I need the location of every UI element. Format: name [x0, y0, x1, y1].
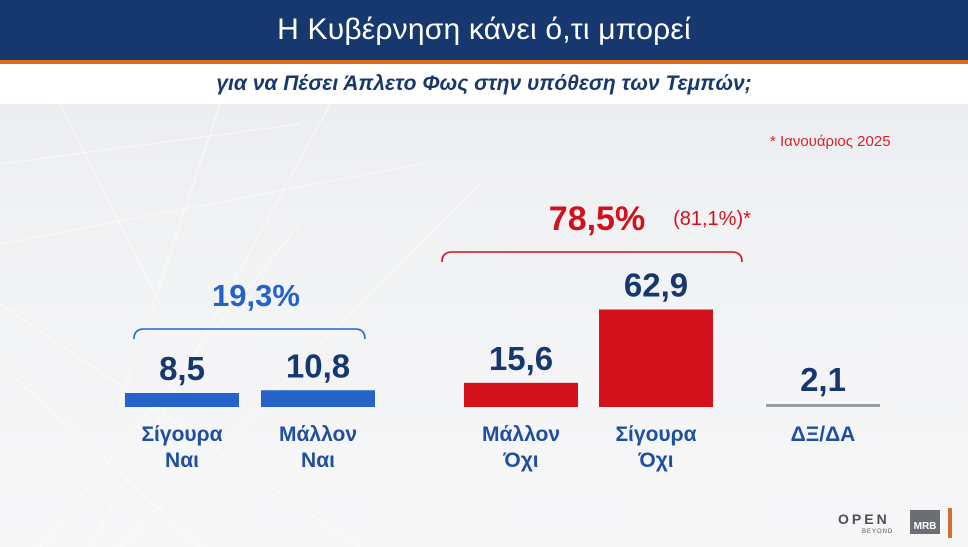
category-label-2-1: Όχι: [502, 449, 538, 472]
bar-0: [125, 393, 239, 407]
category-label-4-0: ΔΞ/ΔΑ: [791, 423, 856, 446]
category-label-0-0: Σίγουρα: [141, 423, 222, 446]
value-label-0: 8,5: [159, 350, 205, 387]
bar-3: [599, 309, 713, 407]
bar-2: [464, 382, 578, 407]
category-label-1-0: Μάλλον: [279, 423, 357, 446]
background-pattern: [0, 104, 481, 547]
category-label-3-1: Όχι: [637, 449, 673, 472]
date-note: * Ιανουάριος 2025: [770, 133, 891, 150]
bracket-no-group: [441, 251, 743, 263]
value-label-1: 10,8: [286, 347, 350, 384]
value-label-3: 62,9: [624, 267, 688, 304]
chart-subtitle: για να Πέσει Άπλετο Φως στην υπόθεση των…: [216, 72, 752, 95]
group-total-yes: 19,3%: [212, 278, 300, 313]
group-total-no: 78,5%: [549, 200, 645, 238]
value-label-2: 15,6: [489, 340, 553, 377]
value-label-4: 2,1: [800, 361, 846, 398]
bar-1: [261, 390, 375, 407]
category-label-2-0: Μάλλον: [482, 423, 560, 446]
open-beyond-tagline: BEYOND: [862, 529, 894, 535]
mrb-logo: MRB: [910, 510, 940, 534]
category-label-1-1: Ναι: [301, 449, 335, 472]
bracket-yes-group: [133, 328, 366, 340]
title-bar: Η Κυβέρνηση κάνει ό,τι μπορεί: [0, 0, 968, 60]
group-previous-no: (81,1%)*: [673, 208, 751, 230]
subtitle-bar: για να Πέσει Άπλετο Φως στην υπόθεση των…: [0, 64, 968, 104]
logo-accent: [948, 508, 952, 538]
chart-title: Η Κυβέρνηση κάνει ό,τι μπορεί: [277, 13, 691, 46]
category-label-3-0: Σίγουρα: [615, 423, 696, 446]
category-label-0-1: Ναι: [165, 449, 199, 472]
title-divider: [0, 60, 968, 64]
open-logo: OPEN: [838, 511, 890, 527]
bar-dont-know: [766, 404, 880, 407]
